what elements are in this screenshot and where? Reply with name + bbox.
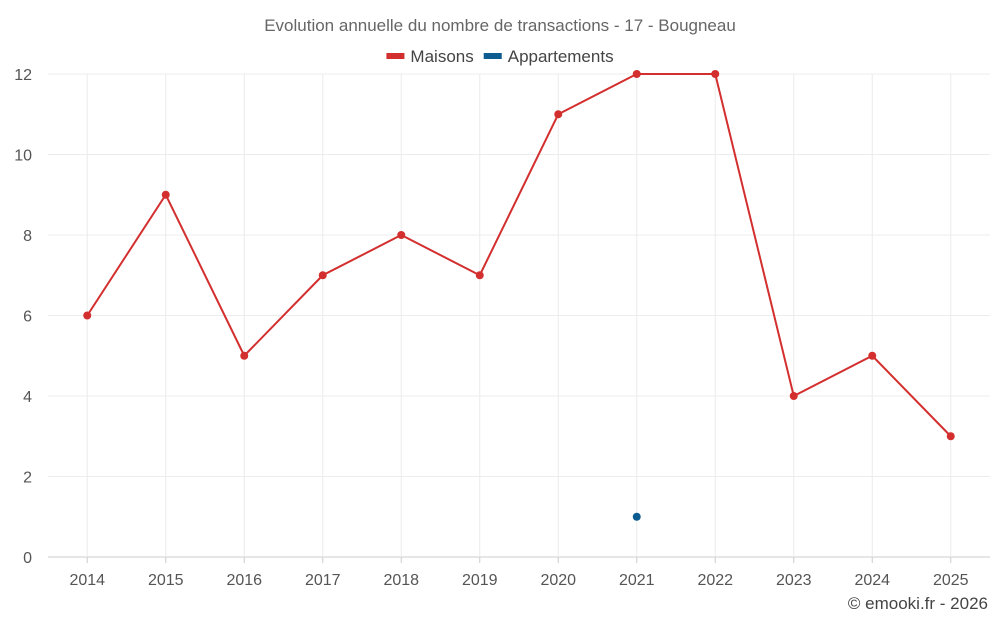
legend: Maisons Appartements — [386, 47, 614, 66]
legend-swatch — [386, 53, 405, 59]
data-point[interactable] — [789, 392, 798, 400]
data-point[interactable] — [240, 351, 249, 360]
series-line — [86, 73, 952, 437]
legend-item-appartements[interactable]: Appartements — [483, 47, 614, 66]
data-point[interactable] — [632, 512, 641, 521]
x-tick-label: 2018 — [383, 572, 419, 589]
y-tick-label: 6 — [23, 309, 32, 326]
chart-title: Evolution annuelle du nombre de transact… — [264, 16, 736, 35]
axes: 0 2 4 6 8 10 12 2014 2015 2016 2017 2018 2019 2020 202… — [14, 67, 968, 589]
x-tick-label: 2024 — [854, 572, 890, 589]
data-point[interactable] — [83, 311, 92, 320]
y-tick-label: 0 — [23, 550, 32, 567]
credit-text: © emooki.fr - 2026 — [848, 594, 988, 613]
legend-label: Maisons — [410, 47, 473, 66]
x-tick-label: 2021 — [619, 572, 655, 589]
legend-item-maisons[interactable]: Maisons — [386, 47, 474, 66]
y-tick-label: 8 — [23, 228, 32, 245]
x-tick-label: 2017 — [305, 572, 341, 589]
x-tick-label: 2019 — [462, 572, 498, 589]
series-maisons — [83, 70, 955, 441]
data-point[interactable] — [161, 190, 170, 199]
series-appartements — [632, 512, 641, 521]
data-point[interactable] — [554, 110, 563, 119]
legend-swatch — [483, 53, 502, 59]
x-tick-label: 2023 — [776, 572, 812, 589]
y-tick-label: 4 — [23, 389, 32, 406]
y-tick-label: 12 — [14, 67, 32, 84]
x-tick-label: 2025 — [933, 572, 969, 589]
x-tick-label: 2016 — [226, 572, 262, 589]
data-point[interactable] — [711, 70, 720, 78]
data-point[interactable] — [397, 231, 406, 239]
x-tick-label: 2022 — [697, 572, 733, 589]
data-point[interactable] — [475, 271, 484, 280]
x-tick-label: 2020 — [540, 572, 576, 589]
y-tick-label: 2 — [23, 470, 32, 487]
data-point[interactable] — [946, 432, 955, 441]
series-layer — [83, 70, 955, 521]
x-tick-label: 2014 — [69, 572, 105, 589]
data-point[interactable] — [868, 351, 877, 360]
legend-label: Appartements — [508, 47, 614, 66]
grid — [48, 73, 990, 558]
data-point[interactable] — [632, 70, 641, 78]
data-point[interactable] — [318, 271, 327, 280]
y-tick-label: 10 — [14, 148, 32, 165]
x-tick-label: 2015 — [148, 572, 184, 589]
